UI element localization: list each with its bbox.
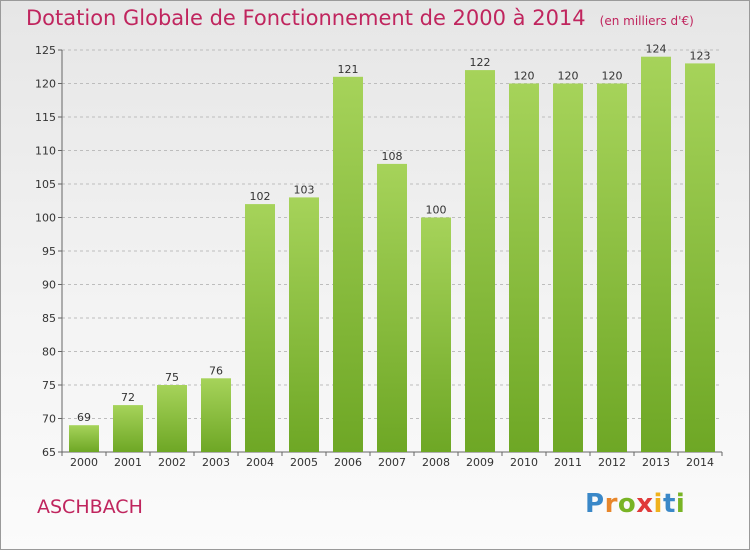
x-tick-label: 2009	[466, 456, 494, 469]
x-tick-label: 2014	[686, 456, 714, 469]
y-tick-label: 70	[42, 413, 56, 426]
bar-2006	[333, 76, 363, 453]
x-tick-label: 2013	[642, 456, 670, 469]
bar-2011	[553, 83, 583, 452]
y-tick-label: 65	[42, 446, 56, 459]
data-label: 123	[690, 49, 711, 62]
logo-letter: x	[636, 489, 654, 519]
data-label: 120	[558, 70, 579, 83]
unit-label: (en milliers d'€)	[599, 14, 694, 28]
x-tick-label: 2007	[378, 456, 406, 469]
logo-letter: o	[617, 489, 637, 519]
y-tick-label: 95	[42, 245, 56, 258]
bar-2003	[201, 378, 231, 452]
x-tick-label: 2000	[70, 456, 98, 469]
x-tick-label: 2002	[158, 456, 186, 469]
x-tick-label: 2001	[114, 456, 142, 469]
y-tick-label: 105	[35, 178, 56, 191]
x-tick-label: 2003	[202, 456, 230, 469]
data-label: 122	[470, 56, 491, 69]
logo-letter: i	[675, 489, 686, 519]
x-tick-label: 2011	[554, 456, 582, 469]
data-label: 69	[77, 411, 91, 424]
bar-2002	[157, 385, 187, 452]
logo-letter: P	[585, 489, 605, 519]
data-label: 120	[514, 70, 535, 83]
y-tick-label: 125	[35, 44, 56, 57]
y-tick-label: 110	[35, 145, 56, 158]
x-tick-label: 2010	[510, 456, 538, 469]
bar-2013	[641, 56, 671, 452]
bar-2004	[245, 204, 275, 452]
y-tick-label: 75	[42, 379, 56, 392]
data-labels: 69 72 75 76 102 103 121 108 100 122 120 120 120 124 12…	[77, 43, 711, 425]
y-tick-label: 90	[42, 279, 56, 292]
y-tick-label: 100	[35, 212, 56, 225]
data-label: 124	[646, 43, 667, 56]
logo-letter: i	[653, 489, 663, 519]
x-tick-label: 2012	[598, 456, 626, 469]
data-label: 108	[382, 150, 403, 163]
y-tick-label: 85	[42, 312, 56, 325]
data-label: 103	[294, 183, 315, 196]
x-tick-label: 2005	[290, 456, 318, 469]
data-label: 102	[250, 190, 271, 203]
bars	[69, 56, 715, 453]
chart-title: Dotation Globale de Fonctionnement de 20…	[26, 6, 694, 30]
proxiti-logo[interactable]: Proxiti	[585, 489, 685, 519]
bar-2001	[113, 405, 143, 452]
bar-2005	[289, 197, 319, 452]
x-tick-label: 2004	[246, 456, 274, 469]
bar-2007	[377, 163, 407, 452]
y-tick-label: 80	[42, 346, 56, 359]
data-label: 120	[602, 70, 623, 83]
title-text: Dotation Globale de Fonctionnement de 20…	[26, 6, 586, 30]
bar-2000	[69, 425, 99, 452]
bar-2009	[465, 70, 495, 452]
data-label: 72	[121, 391, 135, 404]
logo-letter: r	[604, 489, 618, 519]
logo-letter: t	[662, 489, 676, 519]
axes: 65 70 75 80 85 90 95 100 105 110 115 120 125 2000 2001…	[35, 44, 723, 469]
commune-name: ASCHBACH	[37, 496, 143, 518]
y-tick-label: 115	[35, 111, 56, 124]
y-tick-label: 120	[35, 78, 56, 91]
bar-2008	[421, 217, 451, 452]
data-label: 121	[338, 63, 359, 76]
x-tick-label: 2008	[422, 456, 450, 469]
bar-2012	[597, 83, 627, 452]
data-label: 75	[165, 371, 179, 384]
bar-2014	[685, 63, 715, 453]
data-label: 76	[209, 364, 223, 377]
x-tick-label: 2006	[334, 456, 362, 469]
bar-2010	[509, 83, 539, 452]
data-label: 100	[426, 204, 447, 217]
